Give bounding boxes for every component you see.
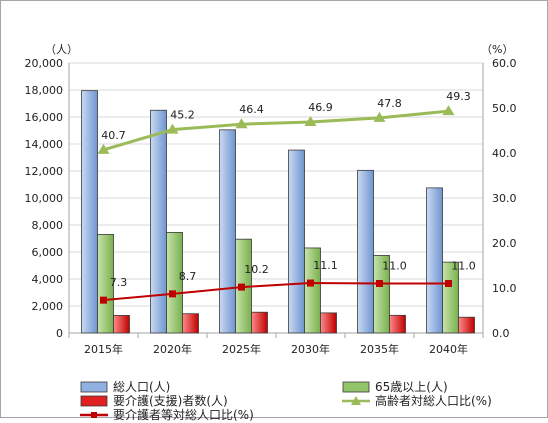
bar-1 — [97, 234, 114, 334]
data-label-elderly-ratio: 49.3 — [446, 90, 471, 103]
data-label-elderly-ratio: 46.9 — [308, 101, 333, 114]
legend-swatch — [342, 381, 370, 392]
line-0-marker — [97, 143, 110, 154]
y-left-tick-label: 18,000 — [25, 84, 64, 97]
bar-0 — [426, 187, 443, 334]
data-label-care-ratio: 8.7 — [179, 270, 197, 283]
legend-item: 要介護者等対総人口比(%) — [79, 406, 254, 423]
bar-2 — [251, 311, 268, 334]
bar-2 — [458, 316, 475, 334]
bar-0 — [288, 149, 305, 334]
line-0-marker — [373, 111, 386, 122]
line-0 — [103, 109, 449, 152]
data-label-care-ratio: 11.1 — [313, 259, 338, 272]
y-right-tick-label: 0.0 — [492, 327, 510, 340]
bar-1 — [166, 232, 183, 334]
x-tick-label: 2015年 — [84, 342, 123, 356]
x-tick-label: 2040年 — [429, 342, 468, 356]
line-1-marker — [100, 296, 107, 304]
legend-swatch — [80, 395, 108, 406]
y-left-tick-label: 14,000 — [25, 138, 64, 151]
y-right-tick-label: 30.0 — [492, 192, 517, 205]
y-right-unit-label: （%） — [481, 43, 513, 56]
y-left-tick-label: 20,000 — [25, 57, 64, 70]
bar-2 — [182, 313, 199, 334]
y-left-tick-label: 12,000 — [25, 165, 64, 178]
legend-item: 要介護(支援)者数(人) — [79, 392, 228, 409]
bar-0 — [357, 169, 374, 334]
line-0-marker — [442, 105, 455, 116]
legend-label: 要介護(支援)者数(人) — [113, 394, 228, 408]
x-tick-label: 2035年 — [360, 342, 399, 356]
y-right-tick-label: 10.0 — [492, 282, 517, 295]
line-0-marker — [235, 118, 248, 129]
data-label-elderly-ratio: 47.8 — [377, 97, 402, 110]
legend-label: 高齢者対総人口比(%) — [375, 394, 492, 408]
y-left-tick-label: 2,000 — [32, 300, 64, 313]
y-right-tick-label: 60.0 — [492, 57, 517, 70]
y-right-tick-label: 40.0 — [492, 147, 517, 160]
bar-0 — [219, 129, 236, 334]
bar-2 — [113, 315, 130, 334]
bar-1 — [373, 254, 390, 334]
x-tick-label: 2020年 — [153, 342, 192, 356]
y-right-tick-label: 50.0 — [492, 102, 517, 115]
data-label-elderly-ratio: 45.2 — [170, 109, 195, 122]
legend-label: 要介護者等対総人口比(%) — [113, 408, 254, 422]
data-label-care-ratio: 10.2 — [244, 263, 269, 276]
y-left-unit-label: （人） — [45, 43, 78, 56]
bar-1 — [442, 261, 459, 334]
line-1-marker — [169, 290, 176, 298]
legend-label: 65歳以上(人) — [375, 380, 448, 394]
bar-2 — [389, 314, 406, 334]
legend-item: 総人口(人) — [79, 378, 170, 395]
y-left-tick-label: 8,000 — [32, 219, 64, 232]
bar-2 — [320, 312, 337, 334]
x-tick-label: 2030年 — [291, 342, 330, 356]
line-1 — [103, 282, 449, 302]
line-0-marker — [304, 115, 317, 126]
combo-chart: 0 2,000 4,000 6,000 8,000 10,000 12,000 14,000 1… — [25, 43, 517, 356]
y-left-tick-label: 0 — [56, 327, 63, 340]
line-1-marker — [238, 283, 245, 291]
legend-swatch — [342, 395, 370, 405]
y-left-tick-label: 16,000 — [25, 111, 64, 124]
chart-legend: 総人口(人) 65歳以上(人) 要介護(支援)者数(人) 高齢者対総人口比(%) 要介護… — [79, 378, 492, 422]
data-label-care-ratio: 11.0 — [451, 260, 476, 273]
bar-0 — [81, 90, 98, 334]
data-label-elderly-ratio: 46.4 — [239, 103, 264, 116]
data-label-care-ratio: 7.3 — [110, 276, 128, 289]
data-label-elderly-ratio: 40.7 — [101, 129, 126, 142]
line-0-marker — [166, 123, 179, 134]
legend-item: 65歳以上(人) — [341, 378, 448, 395]
bar-1 — [304, 247, 321, 334]
data-label-care-ratio: 11.0 — [382, 260, 407, 273]
legend-item: 高齢者対総人口比(%) — [341, 392, 492, 409]
line-1-marker — [445, 280, 452, 287]
line-1-marker — [307, 279, 314, 287]
y-left-tick-label: 4,000 — [32, 273, 64, 286]
y-left-tick-label: 10,000 — [25, 192, 64, 205]
line-1-marker — [376, 280, 383, 287]
legend-label: 総人口(人) — [113, 380, 171, 394]
bar-0 — [150, 109, 167, 334]
x-tick-label: 2025年 — [222, 342, 261, 356]
y-right-tick-label: 20.0 — [492, 237, 517, 250]
legend-swatch — [80, 381, 108, 392]
y-left-tick-label: 6,000 — [32, 246, 64, 259]
legend-swatch — [80, 411, 108, 418]
